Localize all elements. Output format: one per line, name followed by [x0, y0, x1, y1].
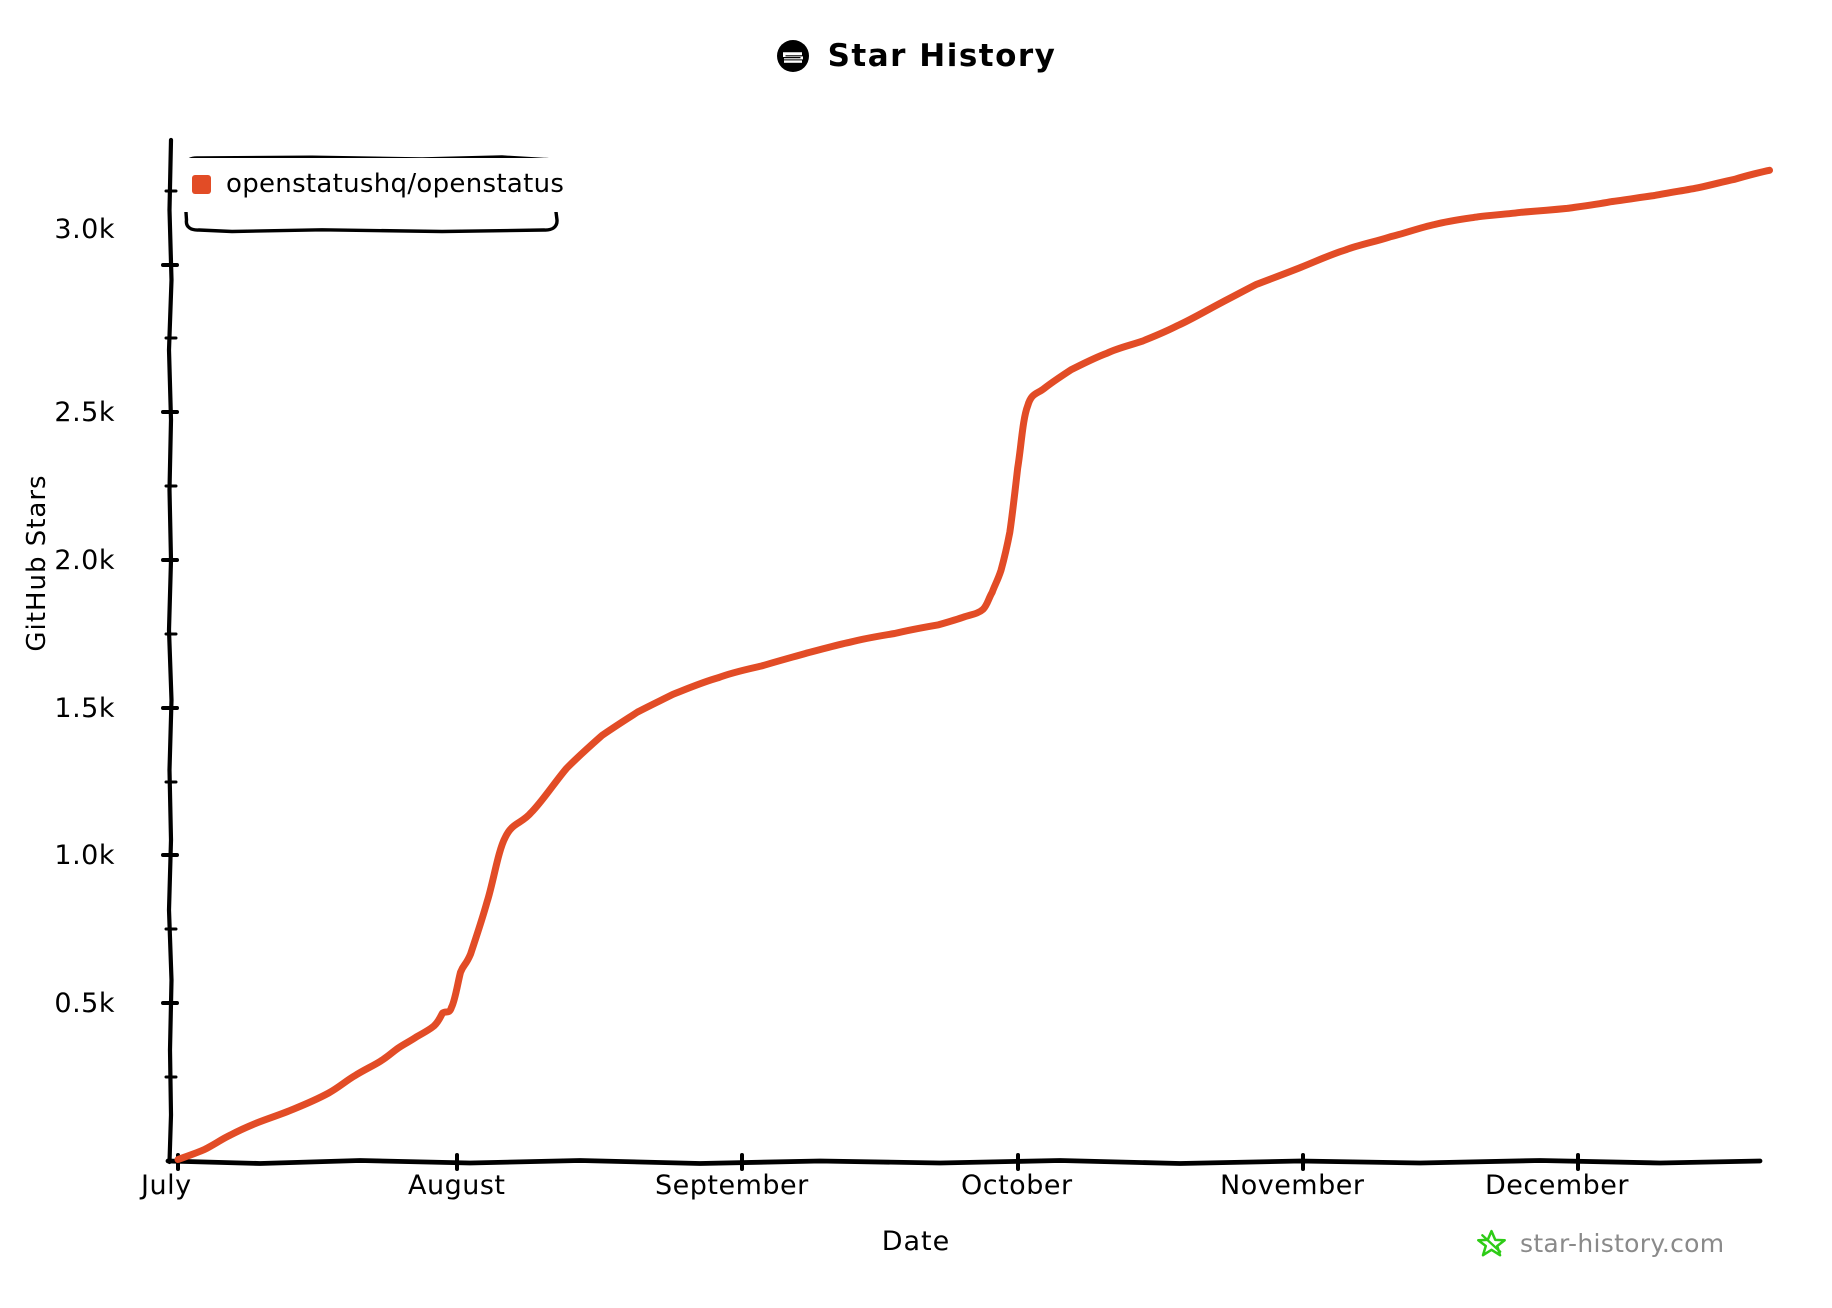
plot-area — [0, 0, 1832, 1308]
x-axis-spine — [168, 1161, 1760, 1164]
y-axis-spine — [169, 140, 172, 1162]
data-line-openstatushq-openstatus — [178, 170, 1770, 1159]
star-history-chart: Star History openstatushq/openstatus Git… — [0, 0, 1832, 1308]
watermark-label: star-history.com — [1520, 1229, 1724, 1258]
watermark[interactable]: star-history.com — [1476, 1228, 1724, 1259]
star-outline-icon — [1476, 1228, 1507, 1259]
